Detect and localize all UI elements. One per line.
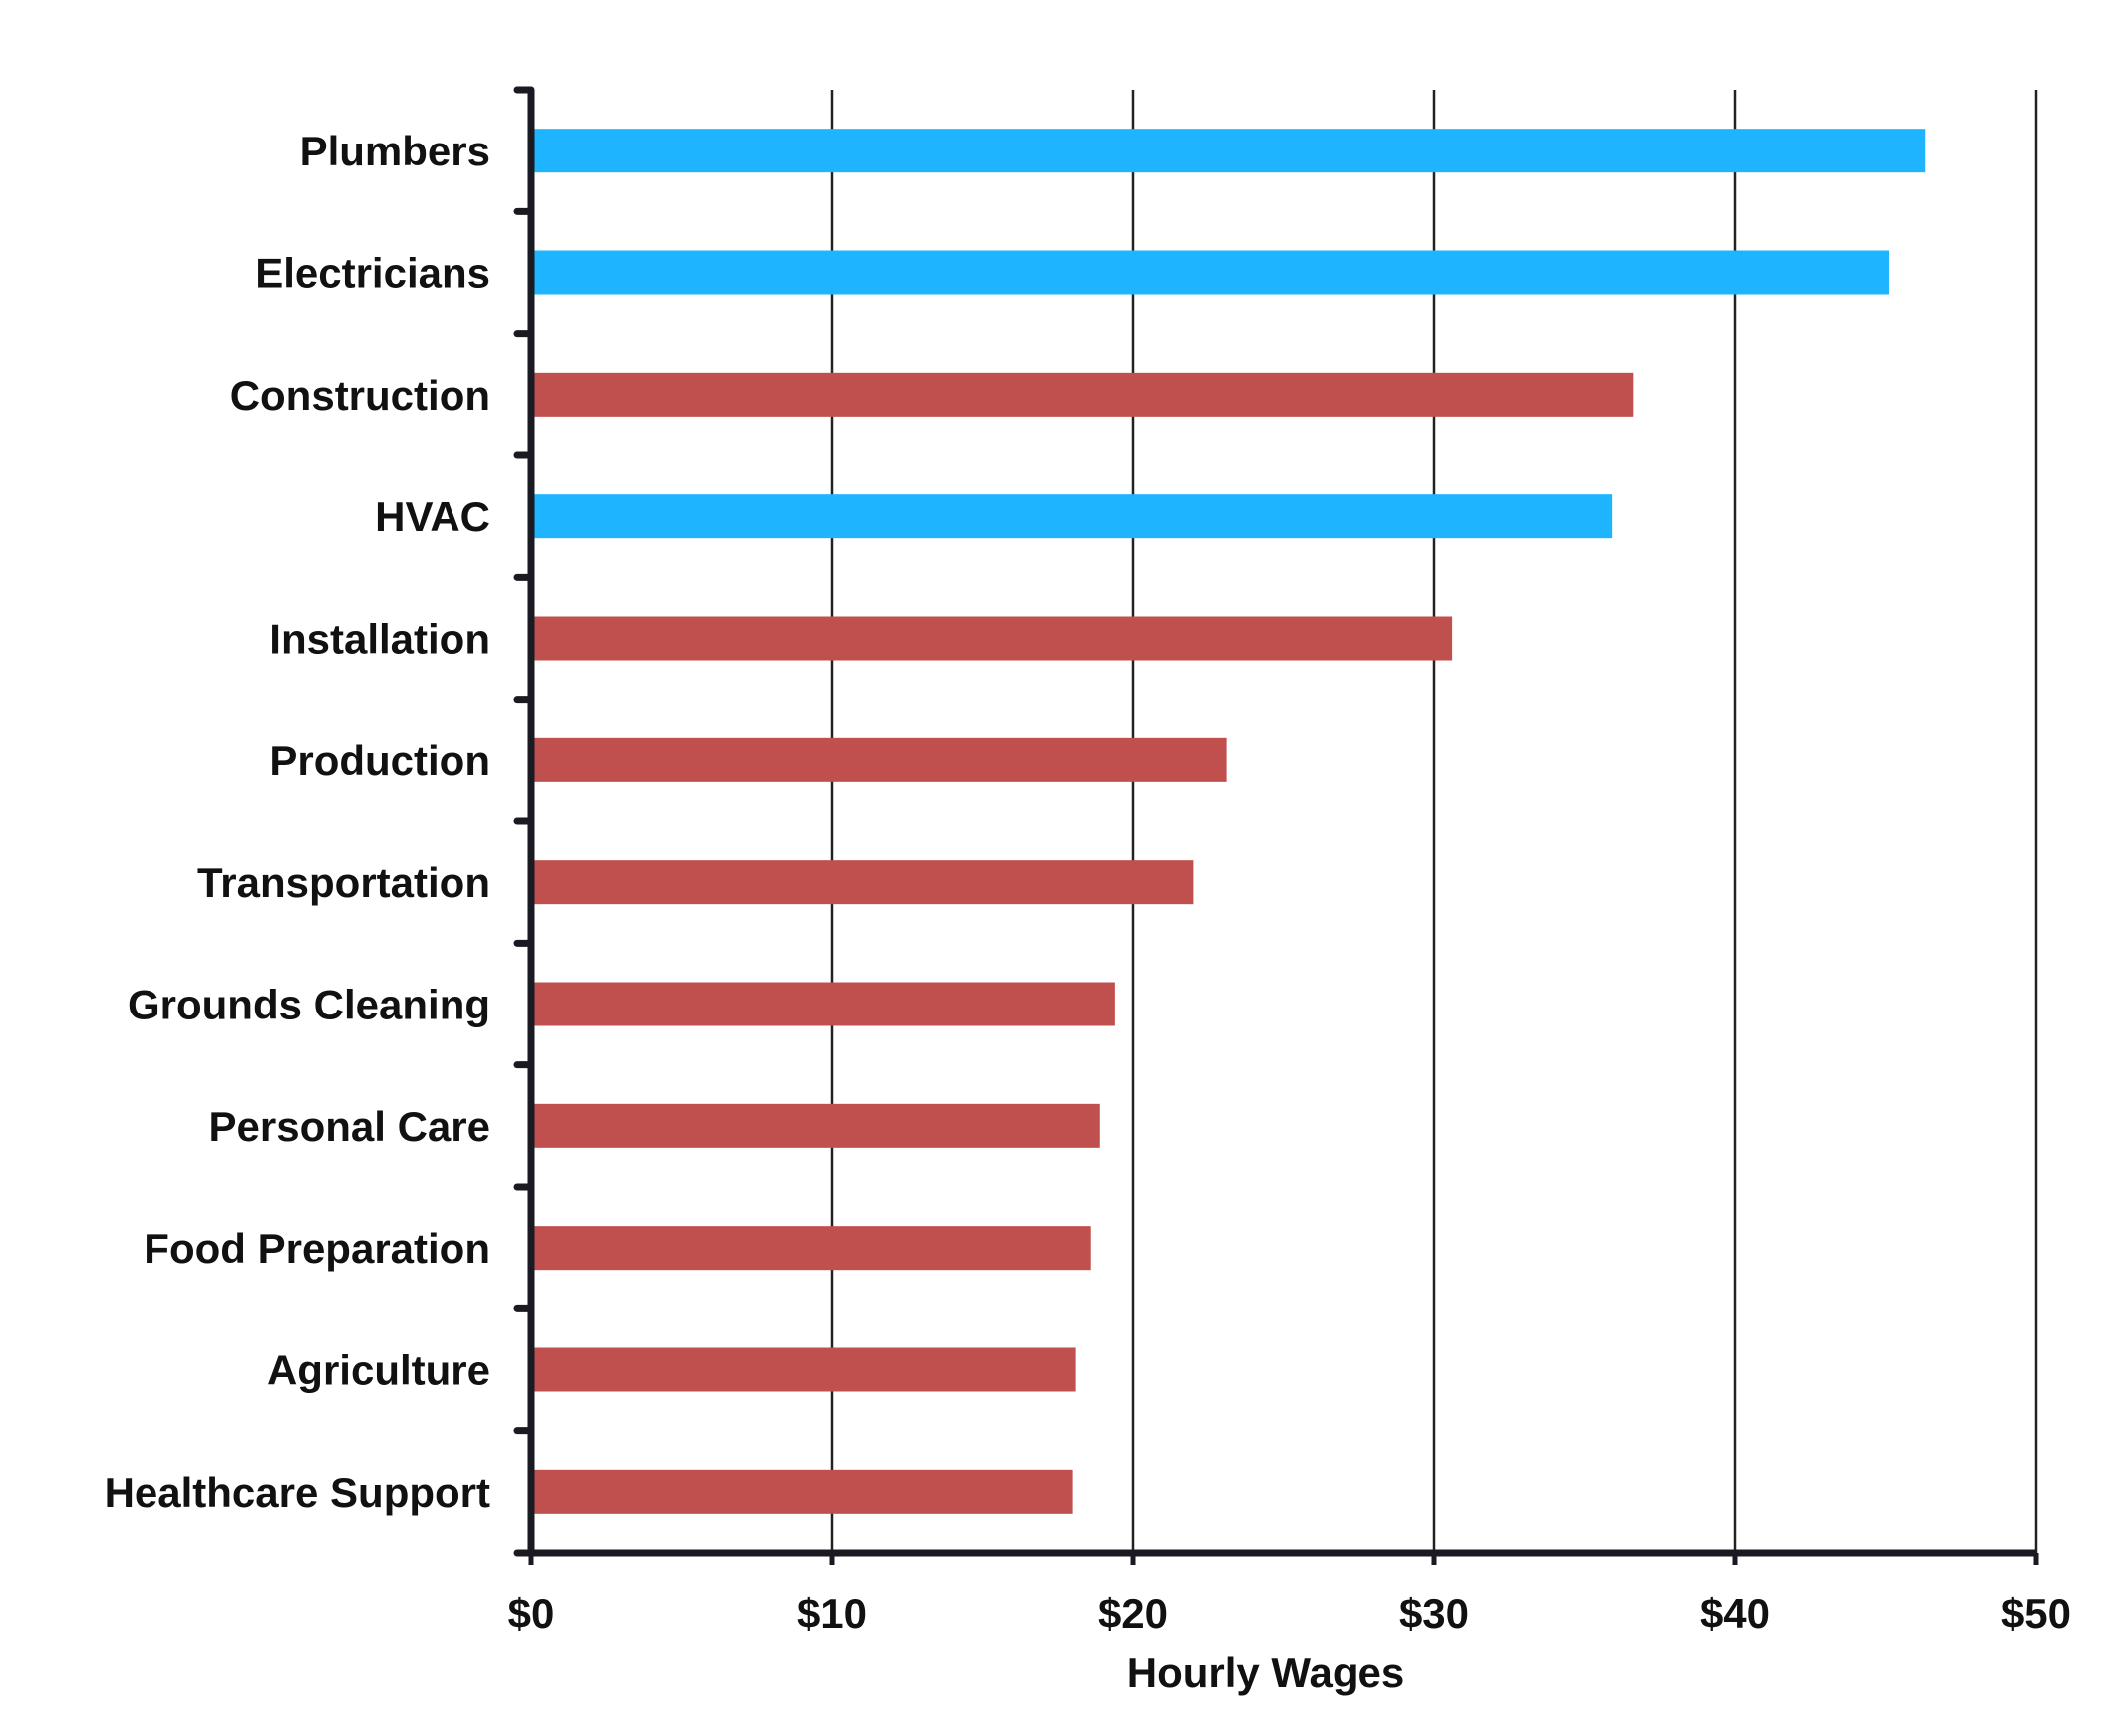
category-label-installation: Installation [269, 616, 490, 663]
category-label-healthcare-support: Healthcare Support [105, 1469, 490, 1516]
category-label-hvac: HVAC [375, 493, 490, 540]
bar-agriculture [531, 1347, 1076, 1392]
bar-installation [531, 616, 1453, 661]
bar-production [531, 737, 1227, 782]
category-label-agriculture: Agriculture [267, 1347, 490, 1394]
x-tick-label-0: $0 [508, 1591, 555, 1637]
bar-grounds-cleaning [531, 982, 1115, 1026]
bar-healthcare-support [531, 1469, 1073, 1514]
category-label-personal-care: Personal Care [209, 1103, 490, 1150]
bar-plumbers [531, 129, 1926, 173]
bar-layer [531, 129, 1926, 1514]
x-tick-label-30: $30 [1399, 1591, 1469, 1637]
x-tick-label-40: $40 [1700, 1591, 1770, 1637]
category-label-construction: Construction [230, 372, 490, 419]
category-label-electricians: Electricians [255, 250, 490, 297]
bar-transportation [531, 860, 1194, 905]
bar-electricians [531, 250, 1890, 295]
x-axis-title: Hourly Wages [1127, 1649, 1405, 1696]
bar-food-preparation [531, 1226, 1091, 1271]
axis-layer [513, 86, 2039, 1565]
label-layer: $0 $10 $20 $30 $40 $50 Plumbers Electricians Con… [105, 128, 2071, 1637]
grid-layer [830, 90, 2038, 1553]
category-label-grounds-cleaning: Grounds Cleaning [128, 982, 490, 1028]
bar-personal-care [531, 1103, 1100, 1148]
x-tick-label-10: $10 [797, 1591, 867, 1637]
bar-construction [531, 372, 1634, 417]
x-tick-label-20: $20 [1098, 1591, 1168, 1637]
category-label-production: Production [269, 737, 490, 784]
bar-hvac [531, 494, 1613, 539]
category-label-food-preparation: Food Preparation [144, 1225, 490, 1272]
x-tick-label-50: $50 [2001, 1591, 2071, 1637]
category-label-transportation: Transportation [197, 859, 490, 906]
category-label-plumbers: Plumbers [300, 128, 490, 174]
